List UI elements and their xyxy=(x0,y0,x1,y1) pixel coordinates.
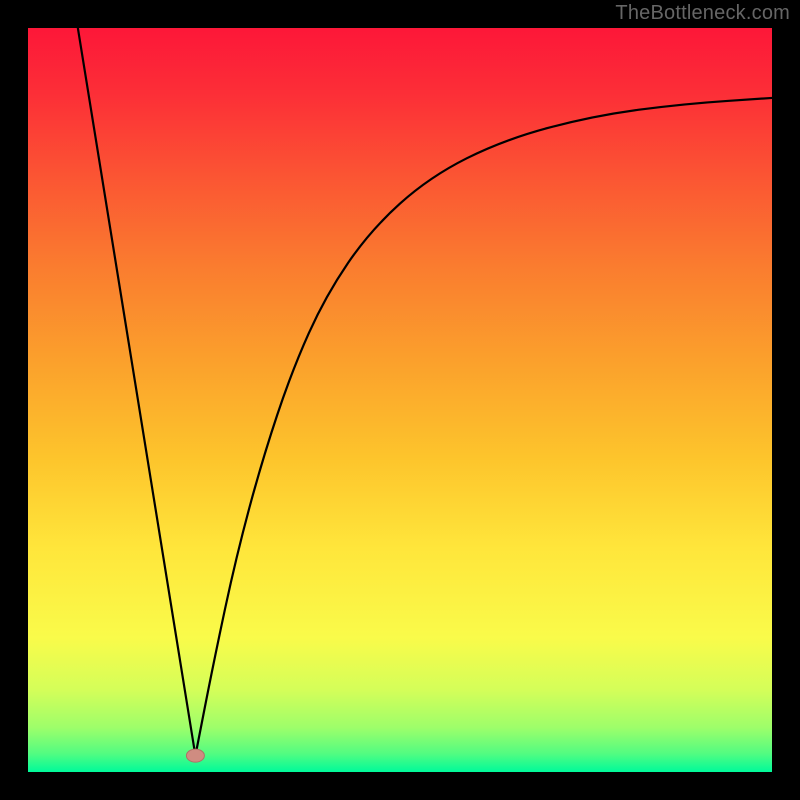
watermark-text: TheBottleneck.com xyxy=(615,2,790,25)
optimum-marker xyxy=(186,749,204,762)
plot-background xyxy=(28,28,772,772)
chart-container: TheBottleneck.com xyxy=(0,0,800,800)
chart-svg xyxy=(0,0,800,800)
